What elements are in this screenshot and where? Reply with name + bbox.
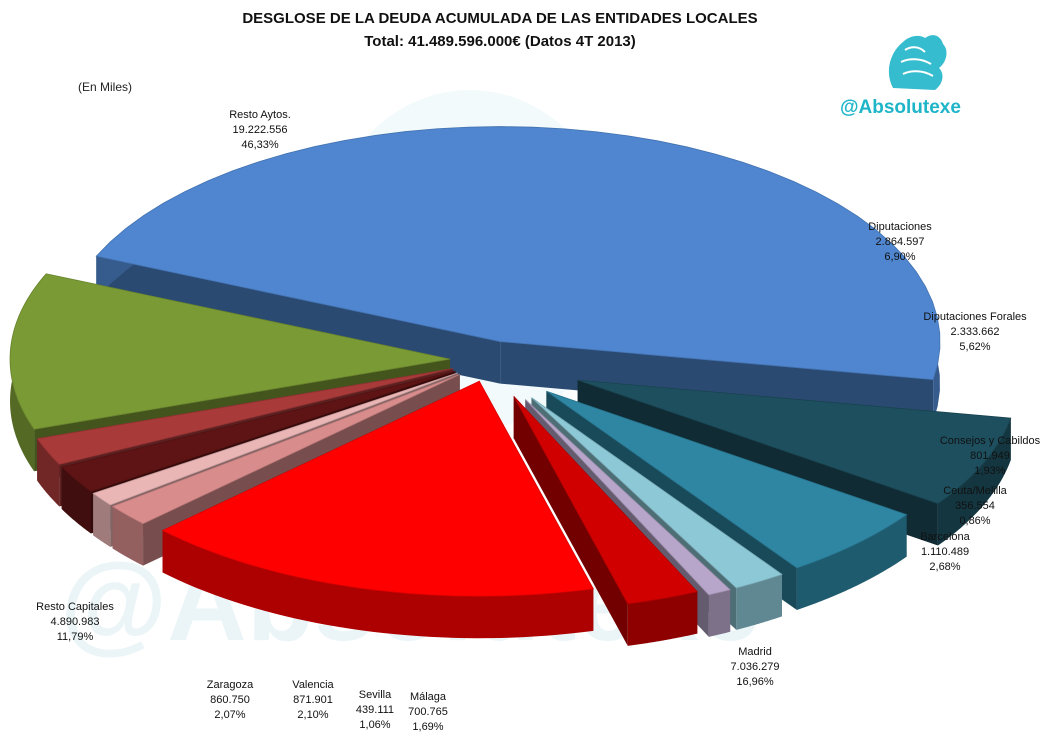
data-label-zaragoza: Zaragoza 860.750 2,07% (207, 679, 254, 721)
slice-rim-barcelona (627, 591, 698, 646)
slice-top-madrid (161, 380, 594, 597)
data-label-diputaciones: Diputaciones 2.864.597 6,90% (868, 221, 932, 263)
slice-top-diputaciones-forales (546, 390, 908, 569)
slice-top-sevilla (92, 372, 458, 506)
slice-top-resto-capitales (9, 273, 451, 430)
data-label-madrid: Madrid 7.036.279 16,96% (731, 646, 780, 688)
slice-rim-malaga (112, 506, 144, 566)
slice-barcelona (513, 395, 699, 646)
slice-top-valencia (60, 370, 456, 492)
slice-top-ceuta-melilla (525, 399, 731, 596)
slice-madrid (161, 380, 594, 639)
slice-top-consejos-cabildos (531, 397, 783, 589)
slice-rim-diputaciones (937, 418, 1011, 546)
data-label-resto-aytos: Resto Aytos. 19.222.556 46,33% (229, 109, 291, 151)
slice-wall-barcelona-1 (513, 396, 628, 646)
slice-rim-zaragoza (37, 438, 60, 507)
slice-rim-madrid (162, 530, 594, 639)
slice-top-malaga (111, 374, 460, 525)
data-label-diputaciones-forales: Diputaciones Forales 2.333.662 5,62% (923, 311, 1027, 353)
slice-rim-consejos-cabildos (736, 574, 782, 630)
slice-rim-sevilla (93, 493, 111, 547)
slice-top-resto-aytos (95, 126, 941, 381)
chart-subtitle: Total: 41.489.596.000€ (Datos 4T 2013) (364, 33, 636, 50)
slice-top-zaragoza (36, 368, 454, 465)
slice-rim-valencia (61, 467, 91, 534)
unit-label: (En Miles) (78, 80, 133, 94)
griffin-logo-icon (888, 35, 947, 90)
slice-rim-diputaciones-forales (796, 514, 907, 610)
data-label-malaga: Málaga 700.765 1,69% (408, 691, 448, 733)
data-label-resto-capitales: Resto Capitales 4.890.983 11,79% (36, 601, 114, 643)
data-label-valencia: Valencia 871.901 2,10% (292, 679, 334, 721)
slice-top-barcelona (513, 395, 699, 605)
data-label-barcelona: Barcelona 1.110.489 2,68% (920, 531, 970, 573)
data-label-sevilla: Sevilla 439.111 1,06% (356, 689, 394, 731)
data-label-consejos-cabildos: Consejos y Cabildos 801.949 1,93% (940, 435, 1041, 477)
brand-handle: @Absolutexe (840, 97, 961, 118)
slice-wall-malaga-1 (112, 374, 460, 549)
data-label-ceuta-melilla: Ceuta/Melilla 356.554 0,86% (943, 485, 1007, 527)
slice-rim-ceuta-melilla (708, 589, 731, 637)
slice-top-diputaciones (577, 379, 1012, 505)
chart-title: DESGLOSE DE LA DEUDA ACUMULADA DE LAS EN… (242, 10, 758, 27)
